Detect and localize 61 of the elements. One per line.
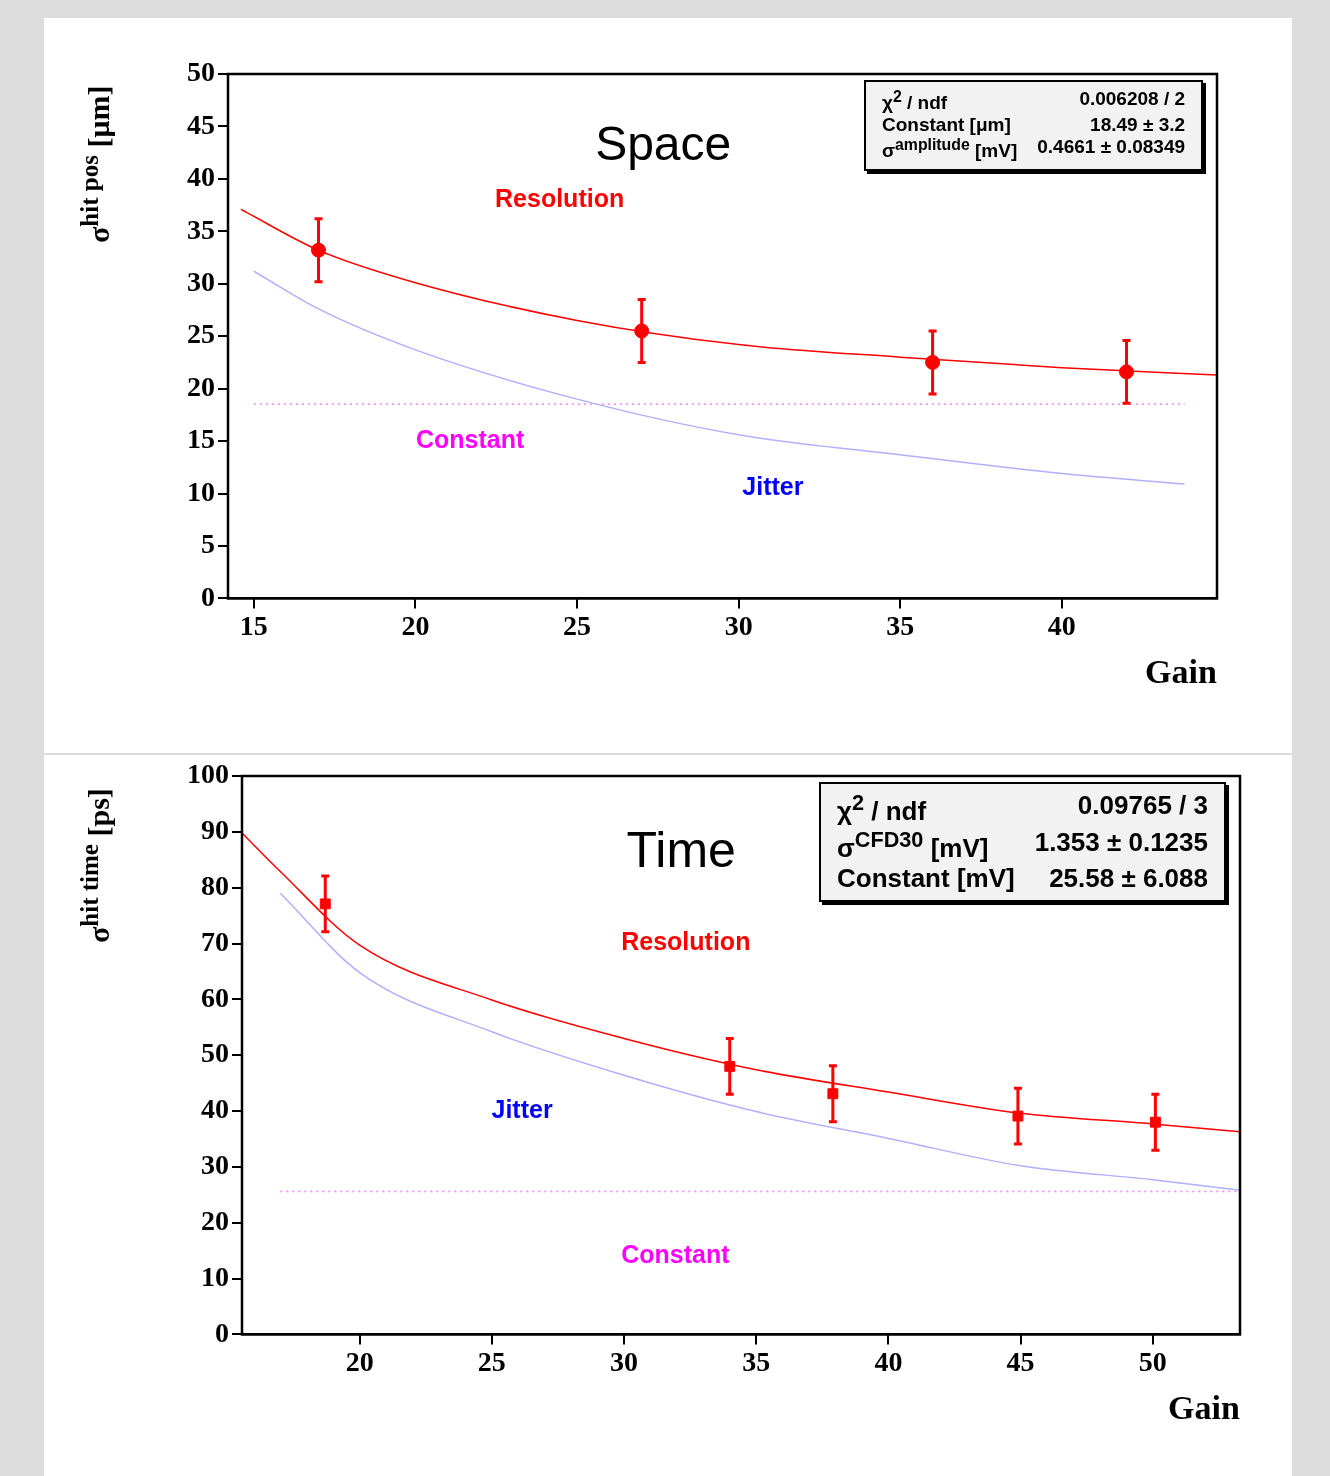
line-series [242,832,1240,1133]
x-tick-label: 20 [345,1346,374,1378]
y-tick-label: 50 [187,56,215,88]
y-tick-label: 25 [187,318,215,350]
y-tick-label: 20 [201,1204,229,1236]
annotation: Constant [μm] [882,114,1012,137]
y-tick-label: 35 [187,213,215,245]
series-label: Jitter [742,472,804,501]
x-tick-label: 15 [239,610,268,642]
annotation: 1.353 ± 0.1235 [1034,826,1208,859]
y-tick-label: 80 [201,869,229,901]
x-tick-label: 20 [401,610,430,642]
x-tick-label: 35 [742,1346,771,1378]
annotation: 18.49 ± 3.2 [1089,114,1186,137]
annotation: σ$^{CFD30}$ [mV] [837,826,990,864]
x-axis-title: Gain [1145,653,1217,692]
annotation: 0.006208 / 2 [1078,88,1186,111]
point [1012,1110,1024,1122]
x-tick-label: 30 [724,610,753,642]
x-tick-label: 25 [563,610,592,642]
y-tick-label: 10 [201,1260,229,1292]
y-tick-label: 60 [201,981,229,1013]
y-tick-label: 45 [187,108,215,140]
annotation: 0.4661 ± 0.08349 [1037,136,1186,160]
y-tick-label: 0 [201,580,215,612]
y-tick-label: 20 [187,370,215,402]
x-tick-label: 40 [1047,610,1076,642]
y-tick-label: 10 [187,475,215,507]
y-tick-label: 70 [201,925,229,957]
x-tick-label: 30 [610,1346,639,1378]
y-tick-label: 5 [201,528,215,560]
text: Space [595,115,732,171]
annotation: σ$^{amplitude}$ [mV] [882,136,1018,163]
series-label: Jitter [491,1094,553,1123]
y-tick-label: 30 [187,265,215,297]
text: Time [626,820,736,879]
annotation: χ$^{2}$ / ndf [837,790,928,827]
annotation: χ$^{2}$ / ndf [882,88,949,115]
line-series [279,892,1240,1192]
line-series [240,208,1217,376]
y-tick-label: 100 [187,758,229,790]
y-tick-label: 50 [201,1037,229,1069]
annotation: Constant [mV] [837,863,1015,895]
y-tick-label: 40 [201,1093,229,1125]
x-tick-label: 25 [477,1346,506,1378]
y-tick-label: 90 [201,814,229,846]
y-tick-label: 15 [187,423,215,455]
x-tick-label: 45 [1006,1346,1035,1378]
x-tick-label: 35 [886,610,915,642]
y-tick-label: 30 [201,1149,229,1181]
x-tick-label: 50 [1138,1346,1167,1378]
annotation: 25.58 ± 6.088 [1048,863,1208,895]
y-tick-label: 40 [187,161,215,193]
x-axis-title: Gain [1168,1389,1240,1428]
series-label: Constant [621,1240,731,1269]
text: Resolution [495,183,625,212]
y-tick-label: 0 [215,1316,229,1348]
x-tick-label: 40 [874,1346,903,1378]
annotation: 0.09765 / 3 [1076,790,1208,822]
series-label: Constant [415,424,525,453]
text: Resolution [621,927,751,956]
